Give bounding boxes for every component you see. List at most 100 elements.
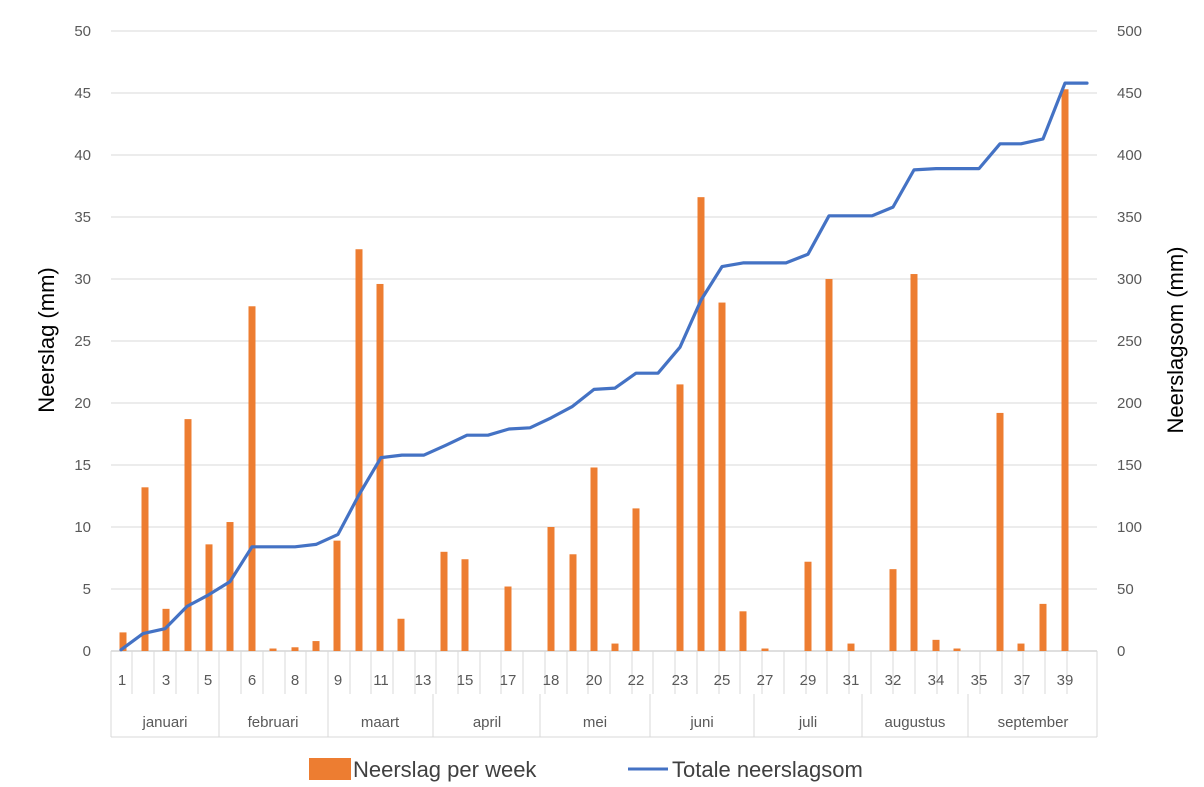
week-tick-label: 34 bbox=[928, 672, 945, 689]
week-tick-label: 17 bbox=[500, 672, 517, 689]
left-tick-label: 10 bbox=[74, 519, 91, 536]
bar bbox=[291, 647, 299, 651]
week-tick-label: 27 bbox=[757, 672, 774, 689]
bar bbox=[141, 487, 149, 651]
left-tick-label: 15 bbox=[74, 457, 91, 474]
month-label: mei bbox=[583, 714, 607, 731]
right-tick-label: 100 bbox=[1117, 519, 1142, 536]
bar bbox=[504, 586, 512, 651]
week-tick-label: 31 bbox=[843, 672, 860, 689]
month-label: juli bbox=[798, 714, 817, 731]
bar bbox=[1061, 89, 1069, 651]
bar-series-neerslag-per-week bbox=[119, 89, 1069, 652]
month-label: april bbox=[473, 714, 501, 731]
week-tick-label: 37 bbox=[1014, 672, 1031, 689]
right-tick-label: 300 bbox=[1117, 271, 1142, 288]
left-axis-title: Neerslag (mm) bbox=[34, 267, 59, 412]
right-tick-label: 500 bbox=[1117, 23, 1142, 40]
week-tick-label: 20 bbox=[586, 672, 603, 689]
bar bbox=[461, 559, 469, 651]
week-tick-label: 5 bbox=[204, 672, 212, 689]
left-tick-label: 40 bbox=[74, 147, 91, 164]
week-tick-label: 23 bbox=[672, 672, 689, 689]
bar bbox=[761, 648, 769, 651]
legend-label-line: Totale neerslagsom bbox=[672, 757, 863, 782]
right-tick-label: 450 bbox=[1117, 85, 1142, 102]
left-tick-label: 35 bbox=[74, 209, 91, 226]
bar bbox=[569, 554, 577, 651]
left-tick-label: 5 bbox=[83, 581, 91, 598]
right-axis-title: Neerslagsom (mm) bbox=[1163, 246, 1188, 433]
bar bbox=[739, 611, 747, 651]
week-tick-label: 39 bbox=[1057, 672, 1074, 689]
month-label: juni bbox=[689, 714, 713, 731]
legend-label-bar: Neerslag per week bbox=[353, 757, 537, 782]
left-tick-label: 0 bbox=[83, 643, 91, 660]
gridlines bbox=[111, 30, 1097, 652]
bar bbox=[825, 279, 833, 651]
bar bbox=[889, 569, 897, 651]
line-series-totale-neerslagsom bbox=[119, 81, 1089, 652]
bar bbox=[269, 648, 277, 651]
right-tick-label: 400 bbox=[1117, 147, 1142, 164]
bar bbox=[205, 544, 213, 651]
bar bbox=[953, 648, 961, 651]
legend-swatch-bar bbox=[309, 758, 351, 780]
bar bbox=[590, 467, 598, 651]
bar bbox=[119, 632, 127, 651]
month-label: februari bbox=[248, 714, 299, 731]
bar bbox=[333, 540, 341, 651]
bar bbox=[1039, 603, 1047, 651]
right-tick-label: 50 bbox=[1117, 581, 1134, 598]
week-tick-label: 9 bbox=[334, 672, 342, 689]
cumulative-line bbox=[119, 81, 1089, 652]
week-tick-label: 3 bbox=[162, 672, 170, 689]
week-tick-label: 35 bbox=[971, 672, 988, 689]
month-label: maart bbox=[361, 714, 400, 731]
bar bbox=[226, 522, 234, 651]
week-tick-label: 18 bbox=[543, 672, 560, 689]
right-tick-label: 250 bbox=[1117, 333, 1142, 350]
right-axis-tick-labels: 0 50 100 150 200 250 300 350 400 450 500 bbox=[1117, 23, 1142, 660]
bar bbox=[184, 419, 192, 651]
right-tick-label: 0 bbox=[1117, 643, 1125, 660]
month-label: september bbox=[998, 714, 1069, 731]
left-tick-label: 25 bbox=[74, 333, 91, 350]
bar bbox=[547, 527, 555, 651]
month-label: januari bbox=[141, 714, 187, 731]
legend: Neerslag per week Totale neerslagsom bbox=[309, 757, 863, 782]
bar bbox=[248, 306, 256, 651]
week-tick-label: 1 bbox=[118, 672, 126, 689]
month-label: augustus bbox=[885, 714, 946, 731]
week-tick-label: 8 bbox=[291, 672, 299, 689]
week-tick-label: 29 bbox=[800, 672, 817, 689]
left-tick-label: 50 bbox=[74, 23, 91, 40]
week-tick-labels: 1 3 5 6 8 9 11 13 15 17 18 20 22 23 25 27 29 31 32 34 35 37 39 bbox=[118, 672, 1074, 689]
right-tick-label: 350 bbox=[1117, 209, 1142, 226]
bar bbox=[718, 302, 726, 651]
week-tick-label: 11 bbox=[373, 672, 389, 689]
bar bbox=[312, 641, 320, 651]
bar bbox=[676, 384, 684, 651]
bar bbox=[440, 551, 448, 651]
left-axis-tick-labels: 0 5 10 15 20 25 30 35 40 45 50 bbox=[74, 23, 91, 660]
week-tick-label: 6 bbox=[248, 672, 256, 689]
week-tick-label: 13 bbox=[415, 672, 432, 689]
bar bbox=[697, 197, 705, 651]
week-tick-label: 25 bbox=[714, 672, 731, 689]
week-tick-label: 15 bbox=[457, 672, 474, 689]
left-tick-label: 30 bbox=[74, 271, 91, 288]
bar bbox=[376, 283, 384, 651]
bar bbox=[804, 561, 812, 651]
week-tick-label: 32 bbox=[885, 672, 902, 689]
bar bbox=[611, 643, 619, 651]
month-labels: januari februari maart april mei juni juli augu… bbox=[141, 714, 1068, 731]
bar bbox=[397, 618, 405, 651]
left-tick-label: 45 bbox=[74, 85, 91, 102]
bar bbox=[932, 639, 940, 651]
bar bbox=[355, 249, 363, 652]
week-tick-label: 22 bbox=[628, 672, 645, 689]
bar bbox=[1017, 643, 1025, 651]
right-tick-label: 200 bbox=[1117, 395, 1142, 412]
bar bbox=[910, 274, 918, 651]
